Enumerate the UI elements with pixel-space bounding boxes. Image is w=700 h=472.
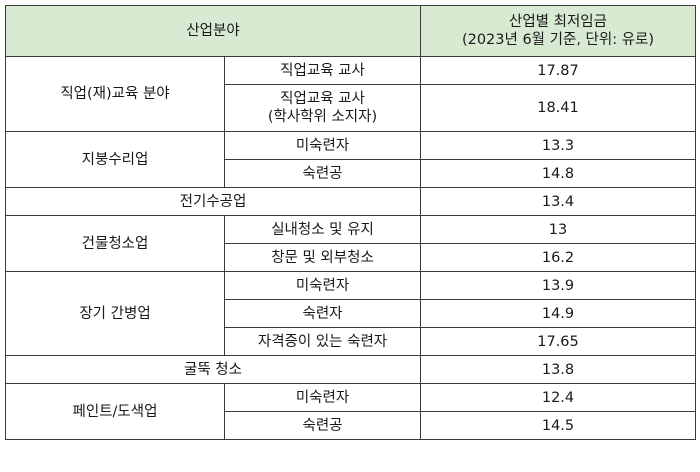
subcategory-cell: 숙련자: [224, 299, 421, 328]
subcategory-cell: 숙련공: [224, 411, 421, 440]
table-row: 장기 간병업 미숙련자 13.9: [5, 271, 696, 356]
table-row: 전기수공업 13.4: [5, 187, 696, 216]
wage-cell: 17.87: [420, 56, 696, 85]
table-row: 창문 및 외부청소 16.2: [6, 243, 696, 272]
subcategory-line: (학사학위 소지자): [267, 109, 378, 125]
minimum-wage-table: 산업분야 산업별 최저임금 (2023년 6월 기준, 단위: 유로) 직업(재…: [5, 5, 696, 440]
subcategory-cell: 미숙련자: [224, 271, 421, 300]
subcategory-cell: 미숙련자: [224, 131, 421, 160]
industry-cell: 굴뚝 청소: [5, 355, 421, 384]
header-wage-title: 산업별 최저임금: [509, 14, 607, 30]
wage-cell: 12.4: [420, 383, 696, 412]
table-row: 직업교육 교사 (학사학위 소지자) 18.41: [6, 84, 696, 132]
wage-cell: 13.8: [420, 355, 696, 384]
industry-cell: 직업(재)교육 분야: [5, 56, 225, 132]
table-row: 건물청소업 실내청소 및 유지 13: [5, 215, 696, 272]
header-industry: 산업분야: [5, 5, 421, 57]
wage-cell: 13: [420, 215, 696, 244]
subcategory-cell: 직업교육 교사: [224, 56, 421, 85]
table-row: 지붕수리업 미숙련자 13.3: [5, 131, 696, 188]
subcategory-cell: 창문 및 외부청소: [224, 243, 421, 272]
subcategory-cell: 미숙련자: [224, 383, 421, 412]
wage-cell: 14.9: [420, 299, 696, 328]
wage-cell: 13.4: [420, 187, 696, 216]
wage-cell: 13.3: [420, 131, 696, 160]
table-header-row: 산업분야 산업별 최저임금 (2023년 6월 기준, 단위: 유로): [5, 5, 696, 57]
wage-cell: 18.41: [420, 84, 696, 132]
wage-cell: 14.5: [420, 411, 696, 440]
industry-cell: 페인트/도색업: [5, 383, 225, 440]
header-wage-unit: (2023년 6월 기준, 단위: 유로): [461, 32, 655, 48]
subcategory-cell: 실내청소 및 유지: [224, 215, 421, 244]
industry-cell: 장기 간병업: [5, 271, 225, 356]
wage-cell: 13.9: [420, 271, 696, 300]
table-row: 숙련자 14.9: [6, 299, 696, 328]
wage-cell: 16.2: [420, 243, 696, 272]
table-row: 직업(재)교육 분야 직업교육 교사 17.87: [5, 56, 696, 132]
subcategory-cell: 숙련공: [224, 159, 421, 188]
subcategory-line: 직업교육 교사: [280, 91, 365, 107]
table-row: 숙련공 14.8: [6, 159, 696, 188]
table-row: 굴뚝 청소 13.8: [5, 355, 696, 384]
industry-cell: 건물청소업: [5, 215, 225, 272]
industry-cell: 지붕수리업: [5, 131, 225, 188]
wage-cell: 14.8: [420, 159, 696, 188]
table-row: 숙련공 14.5: [6, 411, 696, 440]
table-row: 페인트/도색업 미숙련자 12.4: [5, 383, 696, 440]
wage-cell: 17.65: [420, 327, 696, 356]
header-wage: 산업별 최저임금 (2023년 6월 기준, 단위: 유로): [420, 5, 696, 57]
subcategory-cell: 자격증이 있는 숙련자: [224, 327, 421, 356]
industry-cell: 전기수공업: [5, 187, 421, 216]
subcategory-cell: 직업교육 교사 (학사학위 소지자): [224, 84, 421, 132]
